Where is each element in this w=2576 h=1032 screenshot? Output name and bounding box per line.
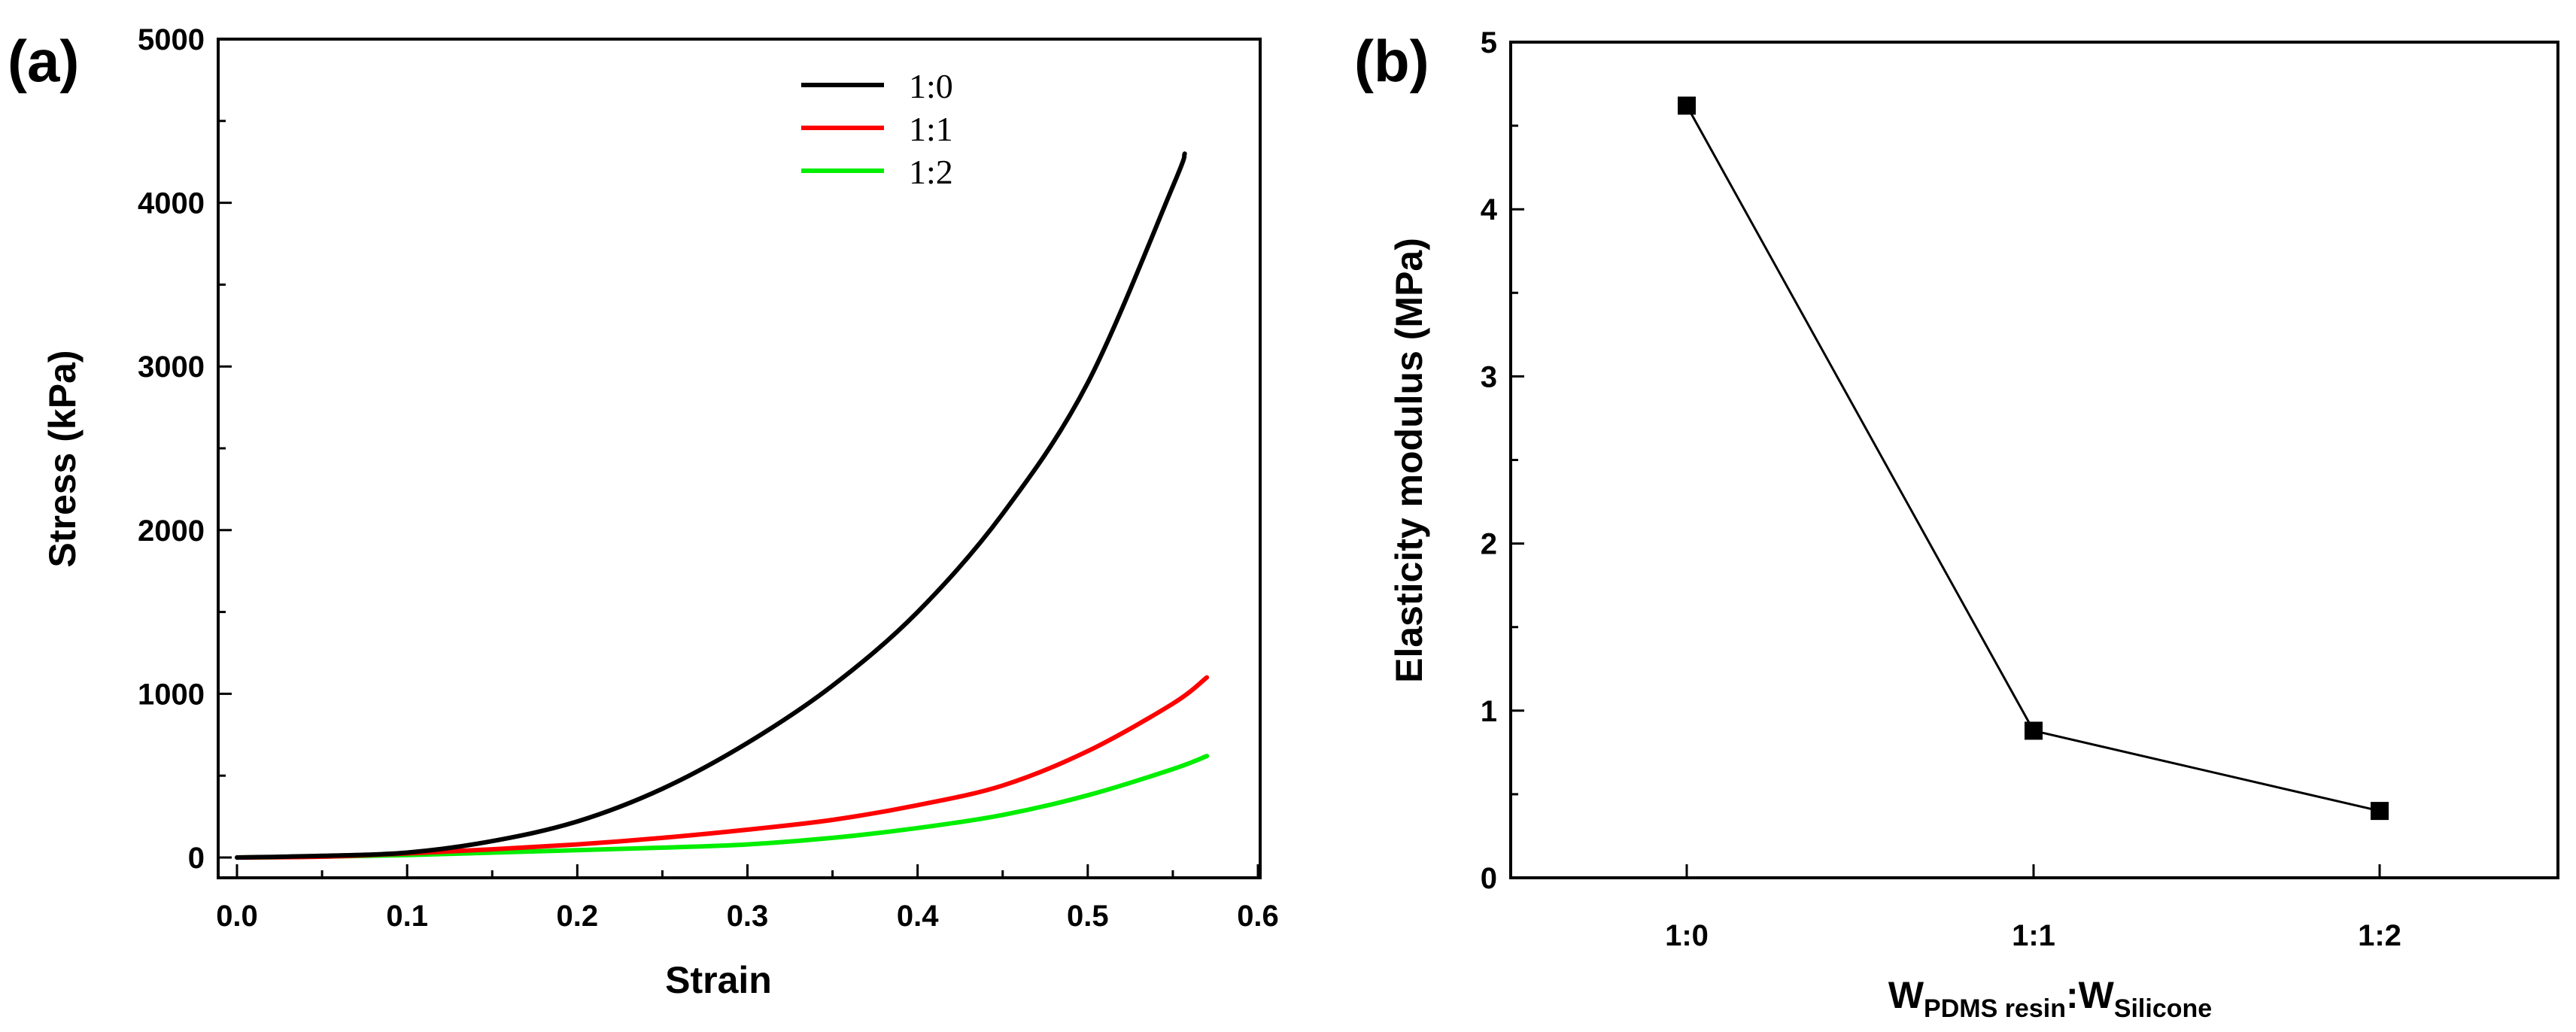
x-tick-label-b: 1:2 (2358, 919, 2401, 952)
series-line-1-2 (235, 754, 1210, 860)
x-tick-label-a: 0.1 (386, 900, 428, 933)
x-tick-label-b: 1:1 (2012, 919, 2055, 952)
x-tick-label-a: 0.2 (557, 900, 599, 933)
y-tick-label-b: 4 (1481, 193, 1498, 226)
panel-a-ticks: 0.0 0.1 0.2 0.3 0.4 0.5 0.6 0 1000 2000 3000 4000 50… (138, 23, 1279, 933)
legend-label-1-2: 1:2 (909, 153, 953, 191)
panel-a-label: (a) (8, 28, 79, 94)
panel-b-y-axis-title: Elasticity modulus (MPa) (1388, 238, 1430, 683)
y-tick-label-a: 1000 (138, 678, 205, 711)
panel-a-y-axis-title: Stress (kPa) (41, 350, 84, 567)
panel-a-legend: 1:0 1:1 1:2 (801, 67, 953, 191)
x-tick-label-a: 0.6 (1237, 900, 1279, 933)
panel-a-plot-frame (217, 38, 1262, 879)
x-tick-label-b: 1:0 (1665, 919, 1709, 952)
y-tick-label-a: 3000 (138, 351, 205, 384)
series-line-1-1 (235, 675, 1210, 860)
y-tick-label-b: 3 (1481, 360, 1497, 393)
panel-b-plot-frame (1509, 41, 2559, 879)
series-line-1-0 (235, 151, 1187, 860)
y-tick-label-a: 5000 (138, 23, 205, 56)
panel-a-x-axis-title: Strain (665, 959, 772, 1001)
data-point-1-0 (1678, 96, 1696, 115)
panel-b-x-axis-title: WPDMS resin:WSilicone (1888, 974, 2212, 1023)
x-tick-label-a: 0.3 (727, 900, 769, 933)
modulus-line (1685, 105, 2380, 812)
x-tick-label-a: 0.5 (1067, 900, 1109, 933)
y-tick-label-b: 2 (1481, 528, 1497, 561)
panel-b-series (1678, 96, 2389, 821)
y-tick-label-a: 2000 (138, 514, 205, 548)
legend-label-1-1: 1:1 (909, 110, 953, 148)
legend-label-1-0: 1:0 (909, 67, 953, 105)
stress-strain-chart: (a) 0.0 0.1 0.2 0.3 0.4 0.5 0.6 0 1000 2000 3000 40… (8, 23, 1279, 1001)
data-point-1-1 (2025, 721, 2043, 740)
panel-b-ticks: 0 1 2 3 4 5 1:0 1:1 1:2 (1481, 26, 2401, 952)
y-tick-label-b: 1 (1481, 695, 1497, 728)
y-tick-label-a: 0 (188, 842, 205, 875)
y-tick-label-b: 5 (1481, 26, 1497, 59)
y-tick-label-a: 4000 (138, 187, 205, 220)
panel-a-series (235, 151, 1210, 860)
x-tick-label-a: 0.0 (216, 900, 258, 933)
elasticity-modulus-chart: (b) 0 1 2 3 4 5 1:0 1:1 1:2 Elasticity modulus (… (1354, 26, 2559, 1023)
panel-b-label: (b) (1354, 28, 1429, 94)
x-tick-label-a: 0.4 (897, 900, 939, 933)
y-tick-label-b: 0 (1481, 862, 1497, 895)
data-point-1-2 (2371, 802, 2389, 821)
